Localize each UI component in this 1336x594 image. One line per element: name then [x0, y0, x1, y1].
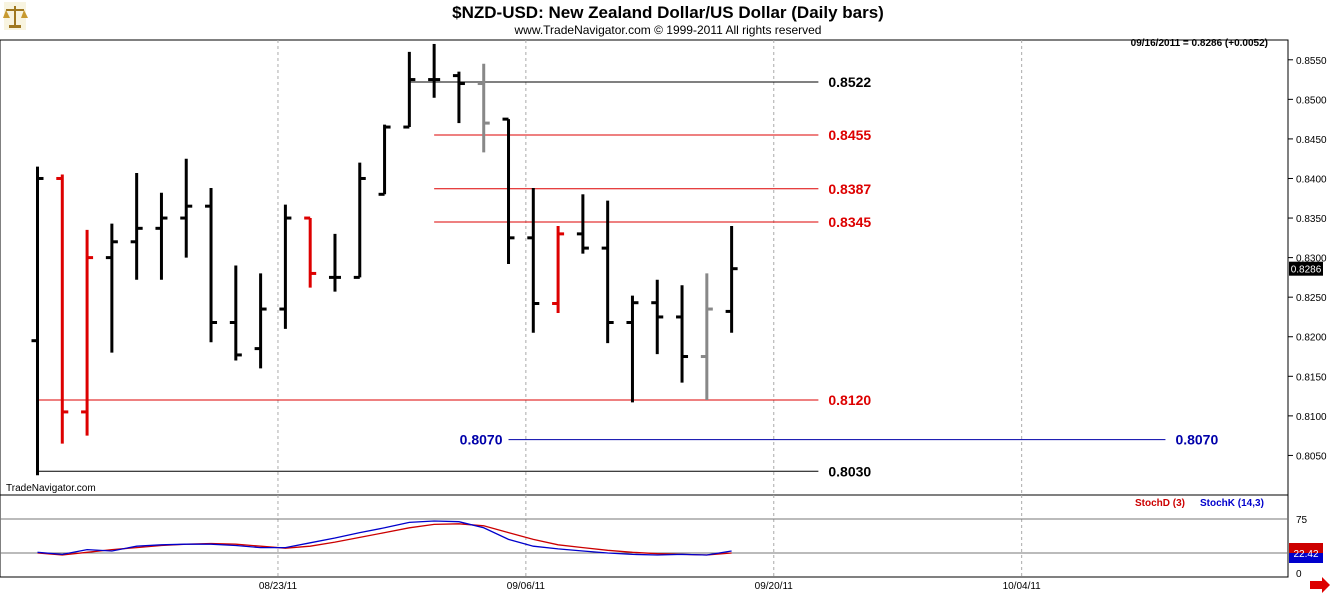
stochastic-y-axis: 75 0 22.42	[1289, 515, 1323, 580]
x-axis: 08/23/11 09/06/11 09/20/11 10/04/11	[259, 581, 1041, 592]
ohlc-bar	[328, 233, 341, 292]
level-label: 0.8522	[828, 74, 871, 90]
ohlc-bar	[180, 158, 193, 258]
stochd-last-box	[1289, 543, 1323, 553]
ohlc-bar	[378, 124, 391, 196]
watermark: TradeNavigator.com	[6, 483, 96, 494]
legend-stochd: StochD (3)	[1135, 498, 1185, 509]
price-gridlines	[277, 40, 1023, 495]
stochastic-lines	[37, 520, 732, 556]
scroll-right-arrow-icon[interactable]	[1310, 577, 1330, 593]
ohlc-bar	[130, 172, 143, 280]
ohlc-bar	[552, 225, 565, 313]
ohlc-bar	[229, 265, 242, 361]
y-tick-label: 0.8100	[1296, 412, 1327, 423]
ohlc-bar	[105, 223, 118, 353]
stochastic-last-label: 22.42	[1293, 549, 1318, 560]
ohlc-bar	[155, 192, 168, 280]
ohlc-bar	[205, 187, 218, 343]
price-y-axis: 0.85500.85000.84500.84000.83500.83000.82…	[1288, 56, 1327, 462]
y-tick-label: 0.8200	[1296, 333, 1327, 344]
stochastic-panel: 75 0 22.42 StochD (3) StochK (14,3)	[0, 494, 1323, 580]
ohlc-bar	[502, 117, 515, 264]
x-tick-label: 08/23/11	[259, 581, 298, 592]
y-tick-label: 0.8250	[1296, 293, 1327, 304]
chart-title: $NZD-USD: New Zealand Dollar/US Dollar (…	[452, 3, 884, 22]
ohlc-bar	[403, 51, 416, 129]
level-label: 0.8387	[828, 181, 871, 197]
stochastic-y-tick-label: 75	[1296, 515, 1308, 526]
ohlc-bar	[304, 216, 317, 288]
level-label: 0.8120	[828, 392, 871, 408]
stochastic-gridlines	[0, 495, 1288, 577]
last-quote: 09/16/2011 = 0.8286 (+0.0052)	[1131, 38, 1268, 49]
price-bars	[31, 43, 738, 476]
y-tick-label: 0.8150	[1296, 372, 1327, 383]
last-price-label: 0.8286	[1291, 265, 1322, 276]
scale-logo-icon	[3, 2, 28, 30]
level-label: 0.8345	[828, 214, 871, 230]
ohlc-bar	[626, 295, 639, 403]
price-panel-frame	[0, 39, 1289, 496]
y-tick-label: 0.8450	[1296, 135, 1327, 146]
y-tick-label: 0.8550	[1296, 56, 1327, 67]
ohlc-bar	[651, 279, 664, 355]
x-tick-label: 10/04/11	[1003, 581, 1042, 592]
level-label: 0.8455	[828, 127, 871, 143]
x-tick-label: 09/06/11	[507, 581, 546, 592]
ohlc-bar	[527, 187, 540, 333]
ohlc-bar	[31, 166, 44, 476]
ohlc-bar	[81, 229, 94, 436]
y-tick-label: 0.8050	[1296, 451, 1327, 462]
stochastic-series-line	[37, 520, 732, 556]
legend-stochk: StochK (14,3)	[1200, 498, 1264, 509]
price-levels: 0.8522 0.8455 0.8387 0.8345 0.8120 0.8030 0.80…	[37, 74, 1218, 479]
y-tick-label: 0.8400	[1296, 174, 1327, 185]
x-tick-label: 09/20/11	[755, 581, 794, 592]
stochastic-y-tick-label: 0	[1296, 569, 1302, 580]
ohlc-bar	[700, 273, 713, 401]
stochk-last-box	[1289, 553, 1323, 563]
y-tick-label: 0.8300	[1296, 254, 1327, 265]
last-price-box	[1289, 261, 1323, 276]
ohlc-bar	[279, 204, 292, 329]
ohlc-bar	[353, 162, 366, 279]
ohlc-bar	[725, 225, 738, 333]
y-tick-label: 0.8500	[1296, 95, 1327, 106]
support-label-right: 0.8070	[1175, 432, 1218, 448]
level-label: 0.8030	[828, 463, 871, 479]
chart-subtitle: www.TradeNavigator.com © 1999-2011 All r…	[514, 23, 822, 37]
ohlc-bar	[477, 63, 490, 153]
ohlc-bar	[254, 273, 267, 369]
ohlc-bar	[676, 285, 689, 383]
stochastic-panel-frame	[0, 494, 1289, 578]
stochastic-series-line	[37, 523, 732, 556]
ohlc-bar	[56, 174, 69, 444]
y-tick-label: 0.8350	[1296, 214, 1327, 225]
ohlc-bar	[452, 71, 465, 124]
ohlc-bar	[428, 43, 441, 98]
ohlc-bar	[601, 200, 614, 344]
support-label-left: 0.8070	[460, 432, 503, 448]
ohlc-bar	[576, 194, 589, 254]
price-panel: 0.8522 0.8455 0.8387 0.8345 0.8120 0.8030 0.80…	[0, 38, 1327, 496]
